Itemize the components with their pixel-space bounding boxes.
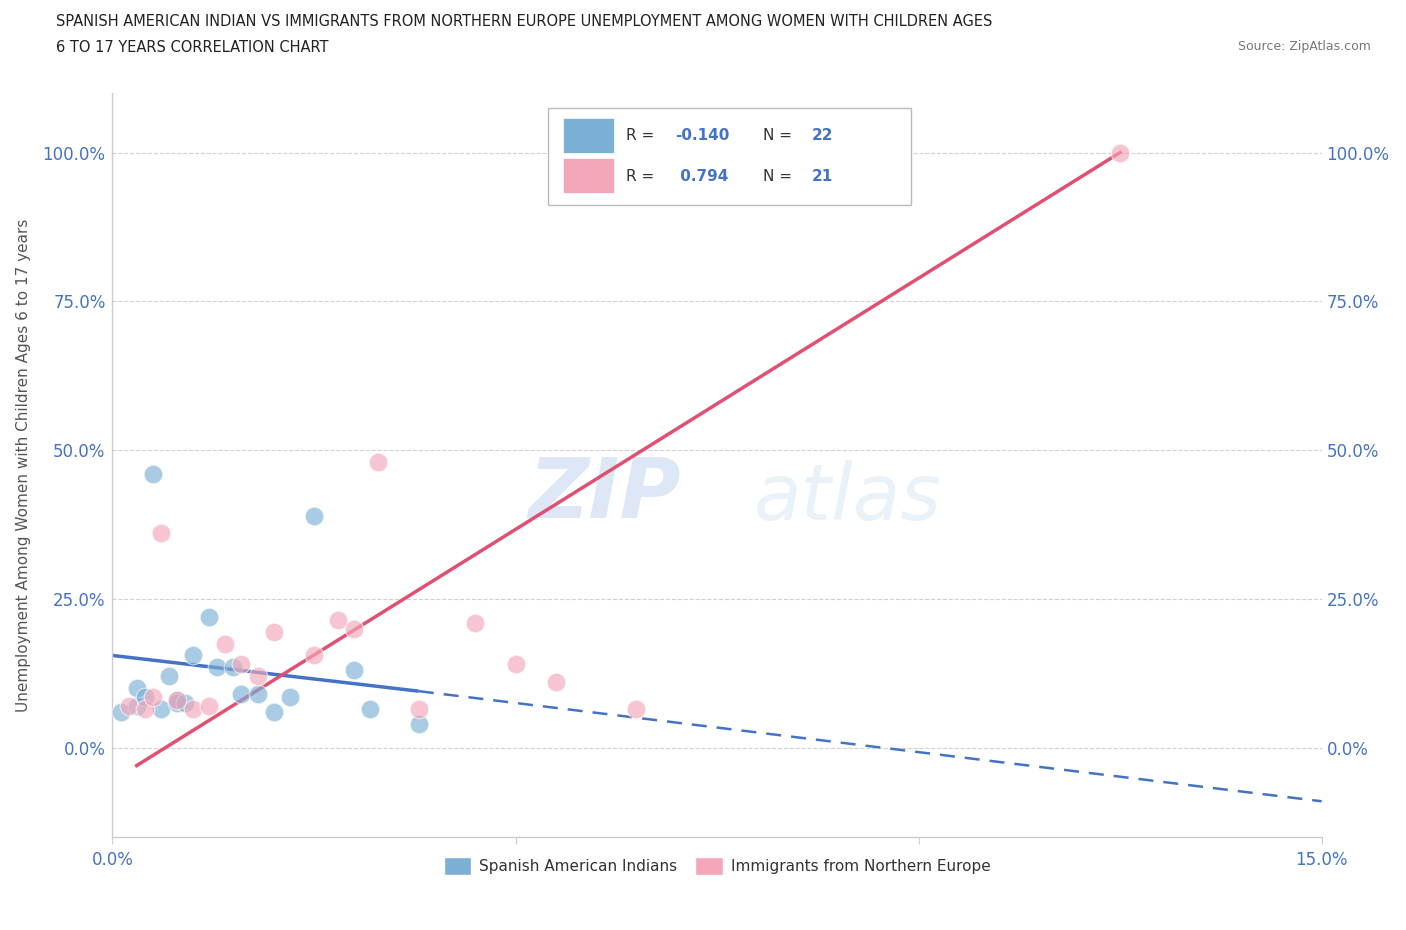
Text: 21: 21	[811, 169, 832, 184]
Text: R =: R =	[626, 128, 659, 143]
Point	[149, 701, 172, 716]
Text: N =: N =	[763, 128, 797, 143]
Point	[166, 696, 188, 711]
Point	[408, 716, 430, 731]
Point	[302, 508, 325, 523]
Text: Source: ZipAtlas.com: Source: ZipAtlas.com	[1237, 40, 1371, 53]
Point	[125, 681, 148, 696]
Point	[149, 526, 172, 541]
Point	[343, 663, 366, 678]
Point	[166, 693, 188, 708]
Point	[328, 612, 350, 627]
Point	[464, 616, 486, 631]
Text: SPANISH AMERICAN INDIAN VS IMMIGRANTS FROM NORTHERN EUROPE UNEMPLOYMENT AMONG WO: SPANISH AMERICAN INDIAN VS IMMIGRANTS FR…	[56, 14, 993, 29]
Y-axis label: Unemployment Among Women with Children Ages 6 to 17 years: Unemployment Among Women with Children A…	[17, 219, 31, 711]
Point	[207, 660, 229, 675]
Point	[626, 701, 648, 716]
Text: R =: R =	[626, 169, 659, 184]
Text: 22: 22	[811, 128, 832, 143]
Point	[198, 609, 221, 624]
Point	[198, 698, 221, 713]
Point	[343, 621, 366, 636]
Point	[181, 701, 204, 716]
Point	[278, 690, 301, 705]
Point	[142, 690, 165, 705]
Point	[231, 657, 253, 671]
Point	[544, 675, 567, 690]
Text: N =: N =	[763, 169, 797, 184]
Point	[181, 648, 204, 663]
Point	[110, 705, 132, 720]
FancyBboxPatch shape	[564, 158, 614, 193]
Point	[214, 636, 236, 651]
FancyBboxPatch shape	[564, 118, 614, 153]
Text: 0.794: 0.794	[675, 169, 728, 184]
Text: ZIP: ZIP	[529, 454, 681, 536]
Point	[302, 648, 325, 663]
Point	[367, 455, 389, 470]
Point	[246, 669, 269, 684]
Point	[505, 657, 527, 671]
FancyBboxPatch shape	[548, 108, 911, 205]
Point	[174, 696, 197, 711]
Point	[263, 624, 285, 639]
Point	[231, 686, 253, 701]
Point	[246, 686, 269, 701]
Point	[134, 701, 156, 716]
Point	[1109, 145, 1132, 160]
Text: 6 TO 17 YEARS CORRELATION CHART: 6 TO 17 YEARS CORRELATION CHART	[56, 40, 329, 55]
Point	[117, 698, 139, 713]
Point	[359, 701, 381, 716]
Legend: Spanish American Indians, Immigrants from Northern Europe: Spanish American Indians, Immigrants fro…	[437, 851, 997, 882]
Point	[157, 669, 180, 684]
Point	[408, 701, 430, 716]
Point	[263, 705, 285, 720]
Text: -0.140: -0.140	[675, 128, 730, 143]
Point	[134, 690, 156, 705]
Point	[125, 698, 148, 713]
Point	[166, 693, 188, 708]
Point	[142, 467, 165, 482]
Text: atlas: atlas	[754, 460, 941, 537]
Point	[222, 660, 245, 675]
